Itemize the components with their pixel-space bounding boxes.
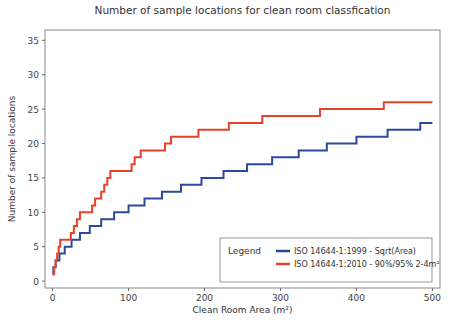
- x-tick: [432, 288, 433, 291]
- legend-title: Legend: [228, 246, 261, 256]
- series-line: [53, 102, 433, 274]
- y-tick: [42, 177, 45, 178]
- background: [0, 0, 450, 320]
- y-tick: [42, 74, 45, 75]
- x-tick: [204, 288, 205, 291]
- x-tick-label: 500: [424, 293, 441, 303]
- x-tick: [356, 288, 357, 291]
- plot-data: [53, 102, 433, 274]
- x-axis-label: Clean Room Area (m²): [193, 305, 293, 315]
- y-tick: [42, 281, 45, 282]
- y-tick-label: 0: [33, 277, 39, 287]
- legend-label: ISO 14644-1:1999 - Sqrt(Area): [294, 247, 416, 256]
- x-tick-label: 300: [272, 293, 289, 303]
- plot-frame: [45, 30, 440, 288]
- y-tick: [42, 246, 45, 247]
- y-tick: [42, 40, 45, 41]
- x-tick: [52, 288, 53, 291]
- series-line: [53, 123, 433, 274]
- y-tick-label: 10: [28, 208, 40, 218]
- x-tick-label: 0: [50, 293, 56, 303]
- y-tick: [42, 143, 45, 144]
- chart-root: Number of sample locations for clean roo…: [0, 0, 450, 320]
- legend-swatch: [276, 263, 290, 266]
- x-tick-label: 200: [196, 293, 213, 303]
- y-tick-label: 5: [33, 242, 39, 252]
- y-tick: [42, 212, 45, 213]
- x-tick: [128, 288, 129, 291]
- chart-svg: Number of sample locations for clean roo…: [0, 0, 450, 320]
- legend-label: ISO 14644-1:2010 - 90%/95% 2-4m²: [294, 260, 440, 269]
- y-tick-label: 20: [28, 139, 40, 149]
- y-tick-label: 25: [28, 105, 39, 115]
- x-tick-label: 400: [348, 293, 365, 303]
- legend-swatch: [276, 250, 290, 253]
- y-tick-label: 30: [28, 70, 40, 80]
- y-tick: [42, 109, 45, 110]
- legend: Legend ISO 14644-1:1999 - Sqrt(Area) ISO 1…: [220, 238, 440, 282]
- chart-title: Number of sample locations for clean roo…: [95, 4, 391, 16]
- x-tick: [280, 288, 281, 291]
- y-tick-label: 35: [28, 36, 39, 46]
- y-axis-label: Number of sample locations: [7, 95, 17, 222]
- x-tick-label: 100: [120, 293, 137, 303]
- y-tick-label: 15: [28, 173, 39, 183]
